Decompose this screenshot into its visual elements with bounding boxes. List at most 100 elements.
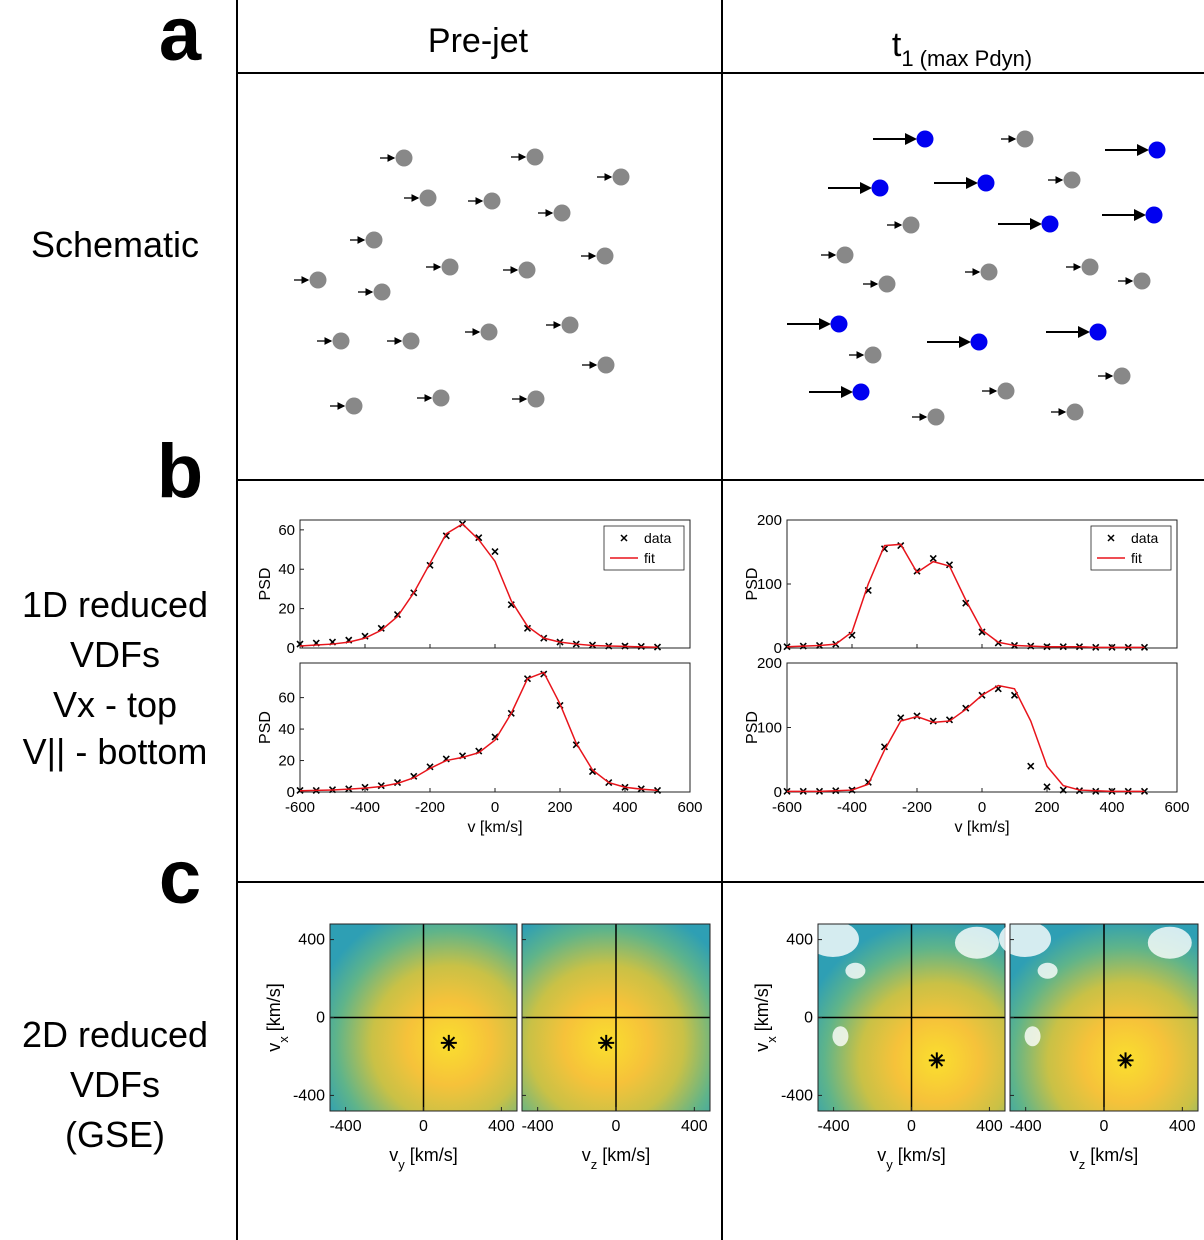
particle (1066, 403, 1084, 421)
y-tick-label: 0 (774, 640, 782, 657)
schematic (294, 130, 1166, 426)
x-tick-label: 400 (976, 1118, 1003, 1135)
row-label: (GSE) (65, 1114, 165, 1155)
legend-marker (1107, 534, 1115, 542)
sparse-region (954, 926, 999, 959)
data-point (1027, 762, 1035, 770)
data-point (945, 561, 954, 569)
particle (871, 179, 889, 197)
row-labels: Schematic 1D reduced VDFs Vx - top V|| - bot… (22, 224, 208, 1155)
particle (1016, 130, 1034, 148)
data-point (978, 628, 986, 636)
y-tick-label: 40 (278, 721, 295, 738)
label-part: v (752, 1043, 772, 1052)
x-axis-label: v [km/s] (467, 819, 522, 836)
x-tick-label: -400 (1010, 1118, 1042, 1135)
particle (441, 258, 459, 276)
legend-box (1090, 525, 1172, 571)
label-part: v (1070, 1145, 1079, 1165)
particle (1145, 206, 1163, 224)
legend-label: fit (644, 550, 655, 566)
particle (878, 275, 896, 293)
y-axis-label: PSD (744, 568, 761, 601)
particle (527, 390, 545, 408)
row-label: Schematic (31, 224, 199, 265)
y-tick-label: -400 (293, 1087, 325, 1104)
data-point (588, 767, 597, 776)
data-point (1043, 783, 1051, 791)
x-tick-label: 400 (1169, 1118, 1196, 1135)
y-tick-label: 0 (804, 1010, 813, 1027)
particle (561, 316, 579, 334)
particle (373, 283, 391, 301)
x-tick-label: -400 (837, 799, 867, 816)
x-tick-label: -600 (285, 799, 315, 816)
plot-frame (786, 662, 1178, 793)
x-tick-label: -400 (522, 1118, 554, 1135)
plot-frame (299, 662, 691, 793)
label-part: y (398, 1157, 405, 1172)
data-point (1059, 786, 1067, 794)
sparse-region (832, 1026, 849, 1047)
particle (596, 247, 614, 265)
y-tick-label: -400 (781, 1087, 813, 1104)
x-tick-label: 400 (1099, 799, 1124, 816)
data-point (377, 782, 385, 790)
y-axis-label: vx [km/s] (752, 983, 779, 1052)
particle (419, 189, 437, 207)
column-header: Pre-jet (428, 22, 529, 60)
particle (980, 263, 998, 281)
legend-marker (620, 534, 628, 542)
x-tick-label: 0 (491, 799, 499, 816)
x-tick-label: 0 (612, 1118, 621, 1135)
particle (612, 168, 630, 186)
label-part: z (591, 1157, 598, 1172)
particle (402, 332, 420, 350)
particle (483, 192, 501, 210)
particle (836, 246, 854, 264)
x-tick-label: -400 (330, 1118, 362, 1135)
particle (1041, 215, 1059, 233)
x-tick-label: -400 (818, 1118, 850, 1135)
particle (997, 382, 1015, 400)
peak-marker (928, 1052, 945, 1069)
x-axis-label: v [km/s] (954, 819, 1009, 836)
row-label: V|| - bottom (23, 731, 208, 772)
label-part: y (886, 1157, 893, 1172)
y-tick-label: 0 (287, 784, 295, 801)
x-axis-label: vz [km/s] (582, 1145, 651, 1172)
peak-marker (1117, 1052, 1134, 1069)
label-part: [km/s] (405, 1145, 458, 1165)
y-tick-label: 0 (316, 1010, 325, 1027)
y-tick-label: 60 (278, 522, 295, 539)
row-label: Vx - top (53, 684, 177, 725)
x-tick-label: 0 (907, 1118, 916, 1135)
y-tick-label: 0 (774, 784, 782, 801)
x-tick-label: 400 (681, 1118, 708, 1135)
header-main: t (892, 26, 902, 64)
particle (1133, 272, 1151, 290)
x-tick-label: 0 (419, 1118, 428, 1135)
label-part: [km/s] (893, 1145, 946, 1165)
y-tick-label: 40 (278, 561, 295, 578)
particle (1113, 367, 1131, 385)
header-sub: 1 (max Pdyn) (901, 46, 1032, 71)
data-point (653, 786, 662, 794)
label-part: x (276, 1036, 291, 1043)
panel-label: b (157, 429, 203, 514)
legend-label: data (1131, 530, 1158, 546)
x-tick-label: 200 (1034, 799, 1059, 816)
legend-label: data (644, 530, 671, 546)
particle (553, 204, 571, 222)
y-axis-label: PSD (257, 568, 274, 601)
particle (864, 346, 882, 364)
data-point (377, 624, 385, 632)
label-part: v (582, 1145, 591, 1165)
label-part: x (764, 1036, 779, 1043)
particle (1063, 171, 1081, 189)
y-tick-label: 400 (298, 932, 325, 949)
x-tick-label: 0 (1100, 1118, 1109, 1135)
peak-marker (598, 1034, 615, 1051)
x-tick-label: -200 (902, 799, 932, 816)
